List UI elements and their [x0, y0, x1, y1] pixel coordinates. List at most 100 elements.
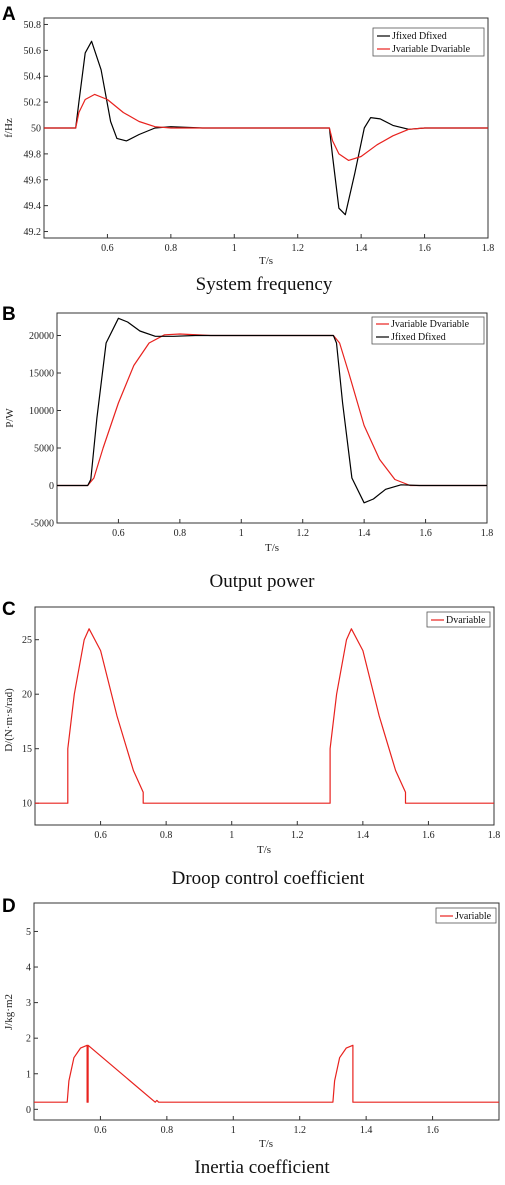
legend: Jvariable — [435, 907, 497, 924]
panel-a: A 0.6 0.8 1 1.2 1.4 1.6 1.8 49.2 49.4 49.6 49.8 50… — [2, 4, 494, 295]
x-tick-label: 1.6 — [422, 830, 435, 841]
x-tick-label: 1.6 — [426, 1125, 439, 1136]
y-tick-label: 0 — [26, 1105, 31, 1116]
legend-entry: Jvariable — [455, 911, 492, 922]
x-tick-label: 1.4 — [358, 528, 371, 539]
y-tick-label: 10 — [22, 799, 32, 810]
y-ticks: 0 1 2 3 4 5 — [26, 927, 38, 1116]
y-tick-label: 5 — [26, 927, 31, 938]
legend-box — [435, 907, 497, 924]
y-tick-label: 49.8 — [24, 149, 42, 160]
legend-entry: Dvariable — [446, 615, 486, 626]
x-tick-label: 1.2 — [296, 528, 309, 539]
y-tick-label: 50 — [31, 124, 41, 135]
x-tick-label: 1.8 — [481, 528, 494, 539]
panel-letter: A — [2, 4, 16, 25]
series-layer — [34, 1044, 499, 1103]
x-tick-label: 1.6 — [418, 243, 431, 254]
x-tick-label: 1.6 — [419, 528, 432, 539]
y-axis-label: f/Hz — [3, 118, 15, 138]
legend-entry: Jvariable Dvariable — [391, 319, 470, 330]
y-tick-label: 20 — [22, 690, 32, 701]
panel-caption: Droop control coefficient — [172, 868, 365, 889]
series-line — [34, 1044, 499, 1103]
series-line — [57, 317, 487, 504]
y-ticks: -5000 0 5000 10000 15000 20000 — [29, 331, 61, 530]
x-tick-label: 1.2 — [291, 830, 304, 841]
y-tick-label: 49.4 — [24, 201, 42, 212]
x-ticks: 0.6 0.8 1 1.2 1.4 1.6 1.8 — [101, 234, 494, 254]
x-axis-label: T/s — [257, 844, 271, 856]
legend: Jvariable Dvariable Jfixed Dfixed — [371, 316, 485, 345]
y-tick-label: 49.6 — [24, 175, 42, 186]
panel-b: B 0.6 0.8 1 1.2 1.4 1.6 1.8 -5000 0 5000 10000 150… — [2, 304, 493, 592]
x-tick-label: 1.4 — [360, 1125, 373, 1136]
y-tick-label: 20000 — [29, 331, 54, 342]
x-ticks: 0.6 0.8 1 1.2 1.4 1.6 1.8 — [112, 519, 493, 539]
x-tick-label: 1 — [232, 243, 237, 254]
x-tick-label: 0.6 — [94, 1125, 107, 1136]
y-tick-label: 50.6 — [24, 46, 42, 57]
legend-entry: Jfixed Dfixed — [392, 31, 447, 42]
panel-c: C 0.6 0.8 1 1.2 1.4 1.6 1.8 10 15 20 25 T/s D/(N·… — [2, 599, 500, 889]
series-layer — [57, 317, 487, 504]
series-layer — [44, 40, 488, 216]
y-tick-label: 5000 — [34, 444, 54, 455]
x-tick-label: 0.6 — [112, 528, 125, 539]
panel-caption: Inertia coefficient — [194, 1157, 330, 1178]
series-layer — [35, 628, 494, 804]
x-tick-label: 1.4 — [357, 830, 370, 841]
x-axis-label: T/s — [265, 542, 279, 554]
plot-frame — [34, 606, 495, 826]
x-tick-label: 0.6 — [94, 830, 107, 841]
x-axis-label: T/s — [259, 255, 273, 267]
y-tick-label: 2 — [26, 1034, 31, 1045]
x-tick-label: 0.8 — [160, 830, 173, 841]
y-tick-label: 50.4 — [24, 72, 42, 83]
panel-letter: B — [2, 304, 16, 325]
y-tick-label: 49.2 — [24, 227, 42, 238]
plot-frame — [56, 312, 488, 524]
x-ticks: 0.6 0.8 1 1.2 1.4 1.6 — [94, 1116, 439, 1136]
x-tick-label: 0.6 — [101, 243, 114, 254]
x-tick-label: 1.2 — [293, 1125, 306, 1136]
x-tick-label: 1 — [231, 1125, 236, 1136]
panel-letter: C — [2, 599, 16, 620]
y-tick-label: 50.8 — [24, 20, 42, 31]
x-tick-label: 0.8 — [161, 1125, 174, 1136]
y-tick-label: 3 — [26, 998, 31, 1009]
y-tick-label: 1 — [26, 1069, 31, 1080]
legend: Dvariable — [426, 611, 491, 628]
x-tick-label: 1.2 — [291, 243, 304, 254]
legend-entry: Jfixed Dfixed — [391, 332, 446, 343]
plot-frame — [33, 902, 500, 1121]
y-axis-label: P/W — [4, 408, 16, 428]
x-tick-label: 1.8 — [488, 830, 501, 841]
legend: Jfixed Dfixed Jvariable Dvariable — [372, 27, 485, 57]
y-tick-label: 50.2 — [24, 98, 42, 109]
y-tick-label: 15000 — [29, 369, 54, 380]
y-tick-label: 0 — [49, 481, 54, 492]
y-tick-label: 10000 — [29, 406, 54, 417]
legend-box — [426, 611, 491, 628]
legend-box — [371, 316, 485, 345]
y-ticks: 10 15 20 25 — [22, 635, 39, 810]
x-tick-label: 1.4 — [355, 243, 368, 254]
y-axis-label: J/kg·m2 — [3, 994, 15, 1030]
x-tick-label: 0.8 — [165, 243, 178, 254]
x-tick-label: 1 — [229, 830, 234, 841]
panel-caption: System frequency — [196, 274, 333, 295]
y-tick-label: 25 — [22, 635, 32, 646]
series-line — [35, 628, 494, 804]
panel-letter: D — [2, 896, 16, 917]
y-ticks: 49.2 49.4 49.6 49.8 50 50.2 50.4 50.6 50.8 — [24, 20, 48, 238]
series-line — [44, 93, 488, 161]
y-axis-label: D/(N·m·s/rad) — [3, 688, 15, 752]
panel-d: D 0.6 0.8 1 1.2 1.4 1.6 0 1 2 3 4 5 T/s J/kg·m2 Jv… — [2, 896, 500, 1178]
legend-box — [372, 27, 485, 57]
series-line — [57, 333, 487, 487]
x-tick-label: 1.8 — [482, 243, 495, 254]
x-tick-label: 0.8 — [174, 528, 187, 539]
panel-caption: Output power — [209, 571, 315, 592]
